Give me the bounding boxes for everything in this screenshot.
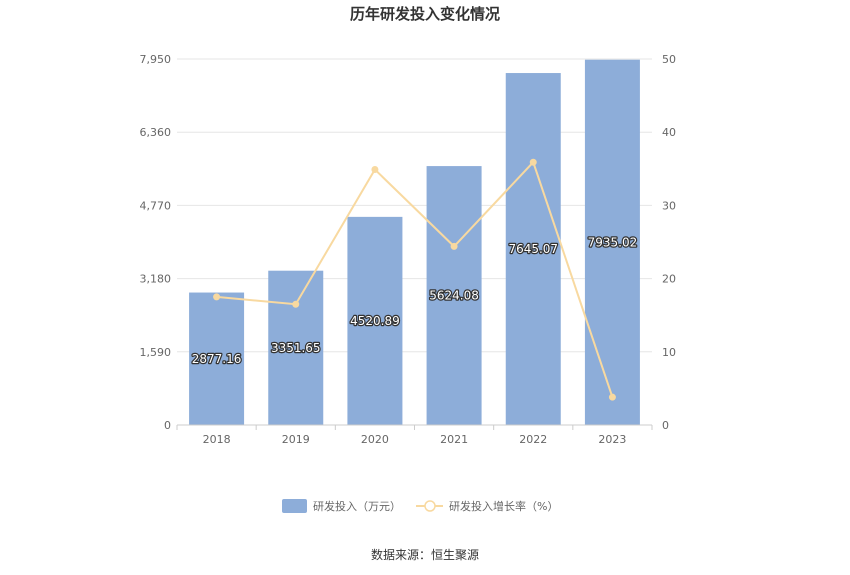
growth-rate-point-2020[interactable] xyxy=(371,166,379,174)
axis-layer: 0 0 1,590 10 3,180 20 4,770 30 6,360 40 7,950 50 201… xyxy=(140,53,677,446)
legend-line-label[interactable]: 研发投入增长率（%） xyxy=(449,499,558,513)
y-right-tick-label: 30 xyxy=(662,199,676,212)
bar-value-label: 2877.16 xyxy=(192,352,242,366)
growth-rate-point-2022[interactable] xyxy=(529,158,537,166)
legend-bar-label[interactable]: 研发投入（万元） xyxy=(313,499,401,513)
growth-rate-point-2019[interactable] xyxy=(292,300,300,308)
bar-2022[interactable] xyxy=(505,73,561,426)
growth-rate-line xyxy=(216,160,614,398)
bar-2020[interactable] xyxy=(347,216,403,425)
x-tick-label: 2019 xyxy=(282,433,310,446)
bar-2023[interactable] xyxy=(584,59,640,426)
line-layer xyxy=(213,158,616,401)
bar-value-label: 7645.07 xyxy=(508,242,558,256)
bar-2021[interactable] xyxy=(426,166,482,426)
y-left-tick-label: 1,590 xyxy=(140,346,172,359)
y-left-tick-label: 7,950 xyxy=(140,53,172,66)
x-tick-label: 2021 xyxy=(440,433,468,446)
bar-value-label: 4520.89 xyxy=(350,314,400,328)
growth-rate-point-2021[interactable] xyxy=(450,242,458,250)
y-right-tick-label: 10 xyxy=(662,346,676,359)
x-tick-label: 2022 xyxy=(519,433,547,446)
y-left-tick-label: 0 xyxy=(164,419,171,432)
y-left-tick-label: 4,770 xyxy=(140,199,172,212)
x-tick-label: 2018 xyxy=(203,433,231,446)
source-text: 数据来源：恒生聚源 xyxy=(371,547,479,562)
bar-2019[interactable] xyxy=(268,270,324,425)
legend: 研发投入（万元） 研发投入增长率（%） xyxy=(282,499,558,513)
legend-bar-swatch[interactable] xyxy=(282,499,307,513)
growth-rate-point-2018[interactable] xyxy=(213,293,221,301)
y-left-tick-label: 6,360 xyxy=(140,126,172,139)
x-tick-label: 2023 xyxy=(598,433,626,446)
bar-value-label: 5624.08 xyxy=(429,289,479,303)
x-tick-label: 2020 xyxy=(361,433,389,446)
grid-layer xyxy=(177,58,652,353)
y-right-tick-label: 20 xyxy=(662,273,676,286)
y-right-tick-label: 40 xyxy=(662,126,676,139)
legend-line-marker xyxy=(424,500,436,512)
y-right-tick-label: 0 xyxy=(662,419,669,432)
bar-2018[interactable] xyxy=(189,292,245,425)
y-left-tick-label: 3,180 xyxy=(140,273,172,286)
growth-rate-point-2023[interactable] xyxy=(608,393,616,401)
bars-layer xyxy=(189,59,640,426)
bar-value-label: 7935.02 xyxy=(588,235,638,249)
chart-title: 历年研发投入变化情况 xyxy=(350,5,500,23)
y-right-tick-label: 50 xyxy=(662,53,676,66)
bar-value-label: 3351.65 xyxy=(271,341,321,355)
labels-layer: 2877.16 3351.65 4520.89 5624.08 7645.07 7935.… xyxy=(191,234,639,367)
